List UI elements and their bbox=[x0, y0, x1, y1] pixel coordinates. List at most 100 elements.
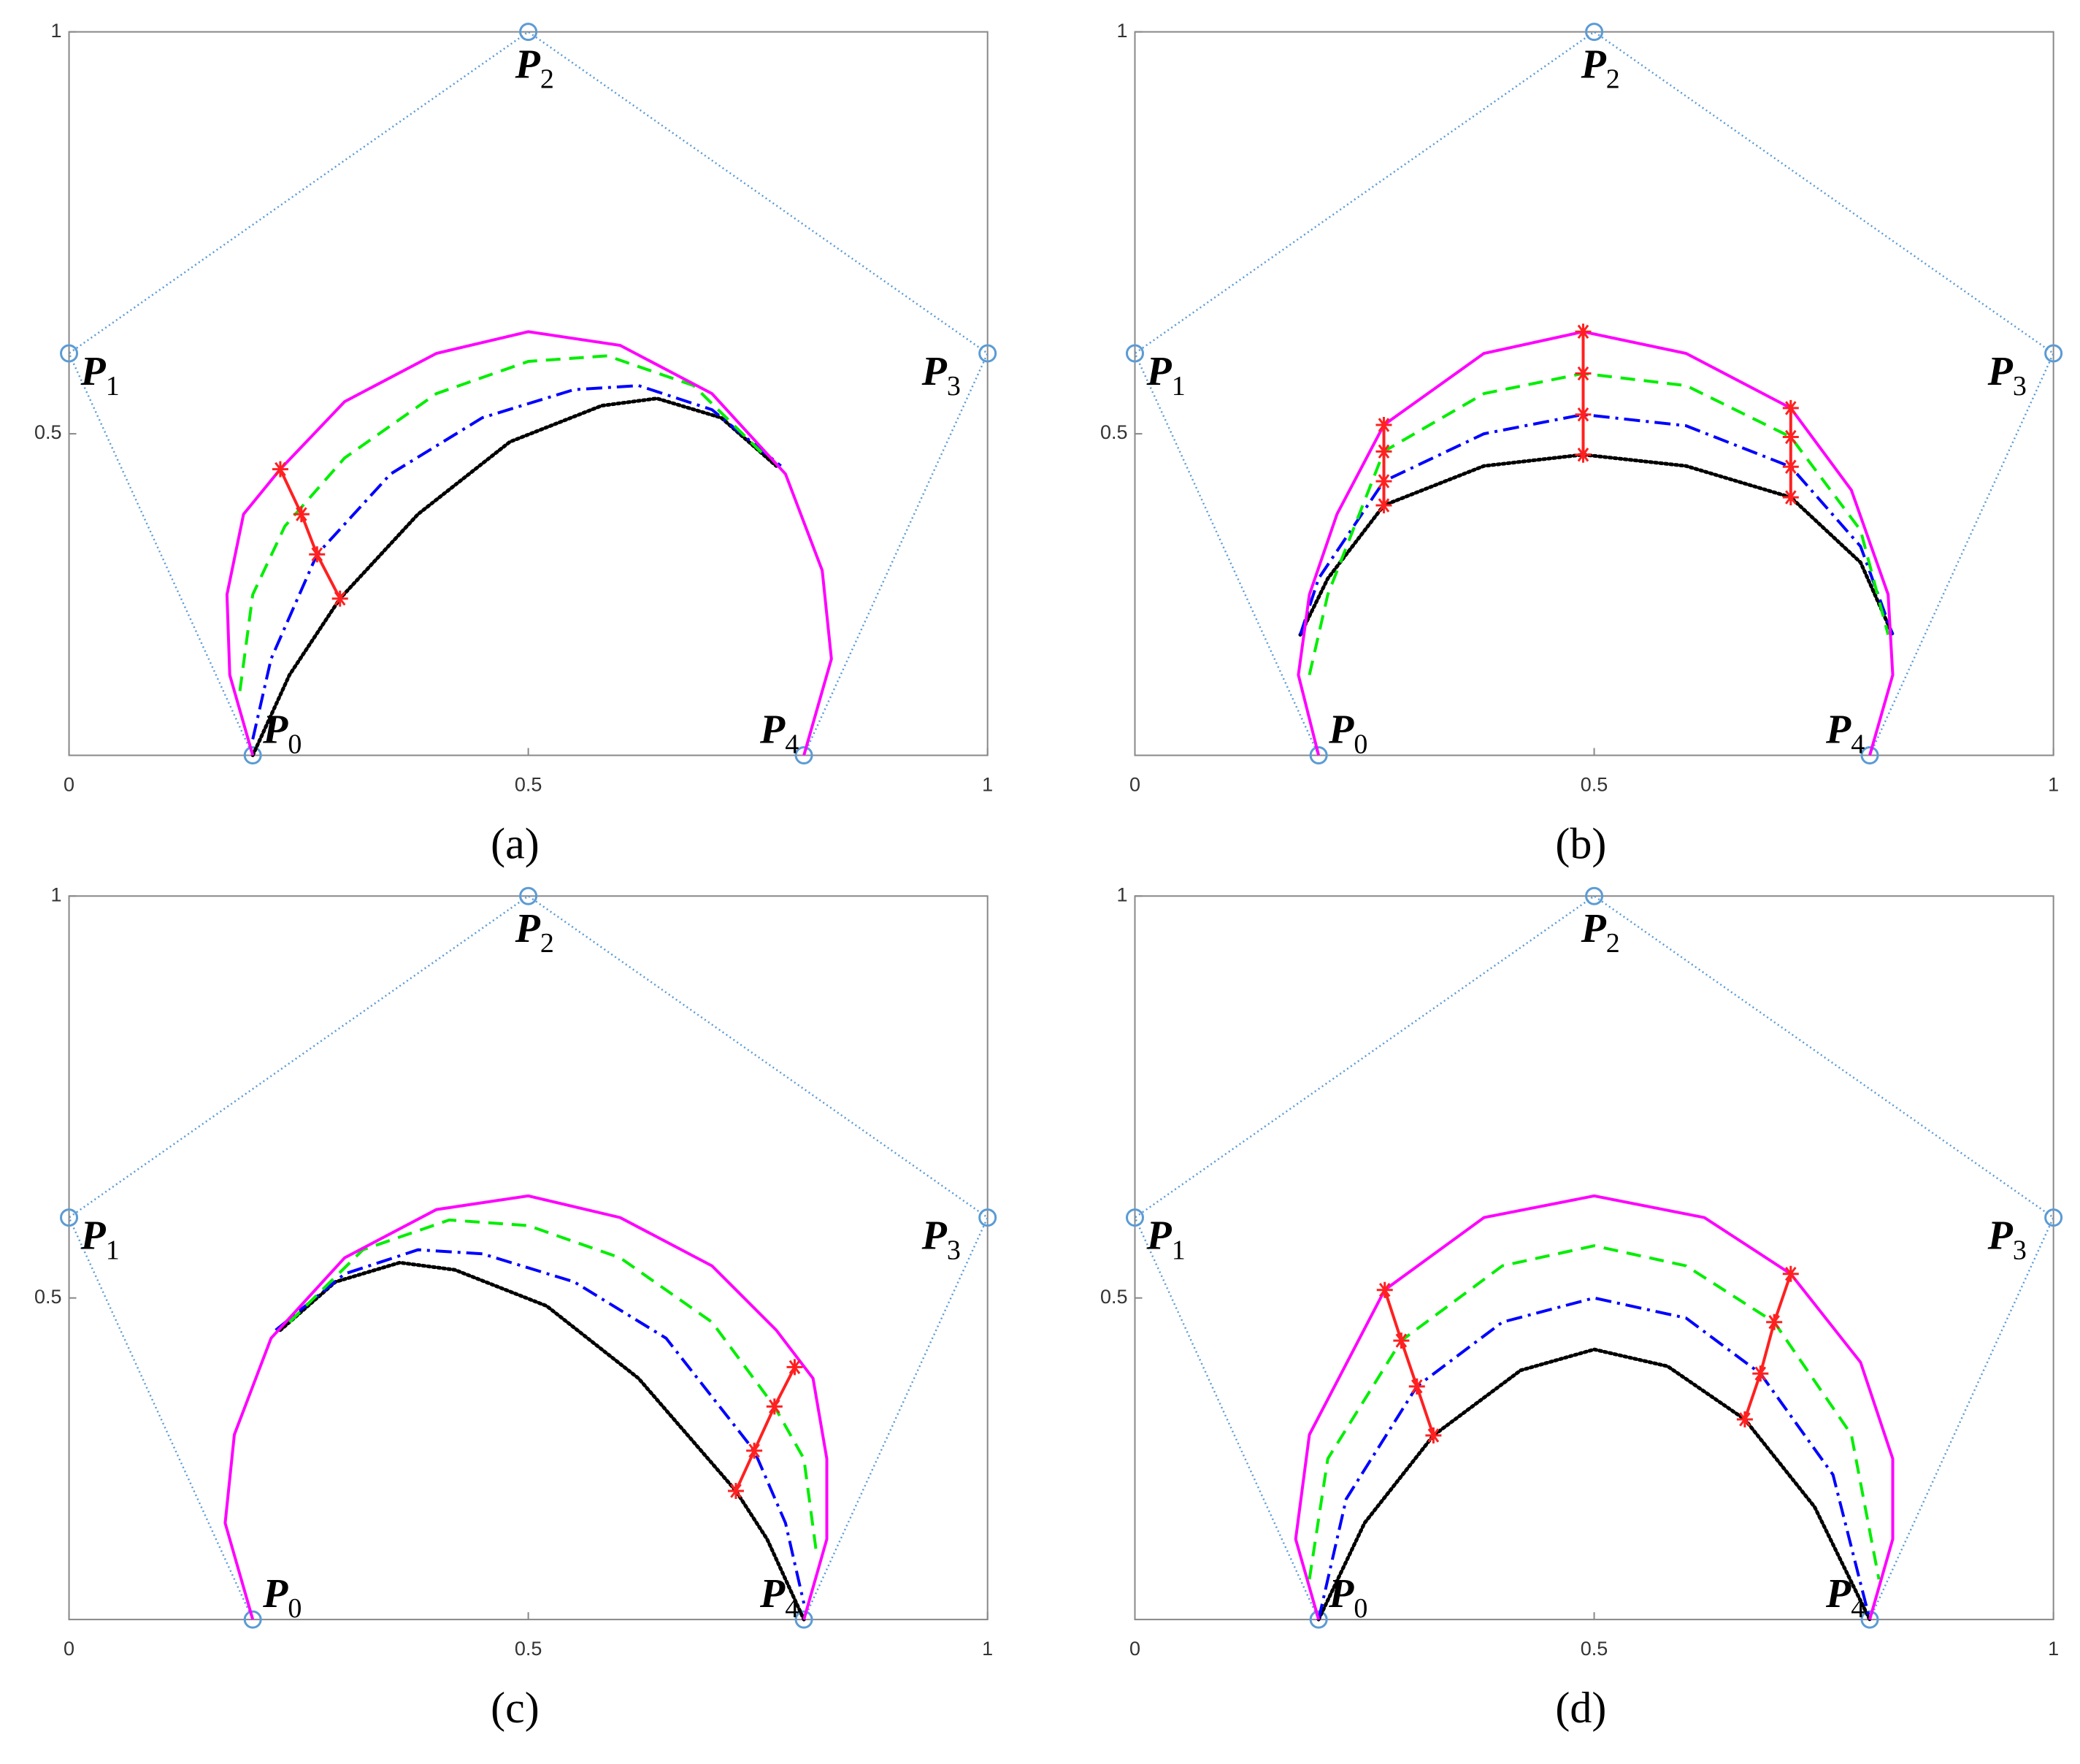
x-tick-label: 0 bbox=[1129, 774, 1140, 796]
point-label-letter: P bbox=[515, 42, 541, 87]
caption: (b) bbox=[1555, 820, 1606, 868]
x-tick-label: 1 bbox=[982, 774, 993, 796]
point-label-subscript: 4 bbox=[785, 729, 799, 759]
point-label: P2 bbox=[515, 906, 554, 959]
point-marker bbox=[1782, 1265, 1799, 1282]
point-label-subscript: 3 bbox=[2013, 1235, 2027, 1265]
point-label: P4 bbox=[1825, 707, 1865, 759]
control-point bbox=[1860, 1610, 1879, 1629]
control-point bbox=[1309, 1610, 1328, 1629]
point-label-subscript: 0 bbox=[1354, 1593, 1367, 1624]
curve bbox=[278, 1260, 806, 1622]
curve bbox=[1297, 330, 1895, 756]
point-marker bbox=[293, 506, 310, 523]
point-marker bbox=[746, 1442, 763, 1459]
point-label-subscript: 2 bbox=[1606, 64, 1620, 94]
control-polygon bbox=[67, 31, 989, 756]
point-marker bbox=[1782, 399, 1799, 416]
point-label-letter: P bbox=[1987, 349, 2014, 394]
control-point bbox=[243, 1610, 262, 1629]
y-tick-label: 1 bbox=[1116, 883, 1127, 905]
control-point bbox=[1585, 23, 1604, 42]
caption: (c) bbox=[491, 1684, 540, 1732]
control-point bbox=[794, 746, 813, 765]
point-marker bbox=[766, 1398, 783, 1415]
point-label: P3 bbox=[1987, 349, 2027, 402]
point-label-letter: P bbox=[1987, 1213, 2014, 1258]
y-tick-label: 1 bbox=[51, 20, 62, 42]
x-tick-label: 0.5 bbox=[515, 774, 542, 796]
x-tick-label: 0 bbox=[1129, 1638, 1140, 1660]
point-marker bbox=[1766, 1314, 1783, 1330]
y-tick-label: 0.5 bbox=[34, 421, 62, 443]
x-tick-label: 1 bbox=[2048, 774, 2059, 796]
control-point bbox=[2044, 1208, 2063, 1227]
point-label-subscript: 2 bbox=[1606, 928, 1620, 959]
point-label-letter: P bbox=[1328, 1571, 1354, 1617]
point-label-letter: P bbox=[759, 1571, 786, 1617]
curve bbox=[1743, 1273, 1792, 1420]
point-label-letter: P bbox=[921, 349, 948, 394]
point-label-letter: P bbox=[1145, 1213, 1172, 1258]
point-marker bbox=[1752, 1365, 1769, 1382]
curve bbox=[225, 330, 833, 756]
point-label-subscript: 1 bbox=[106, 371, 120, 402]
point-label: P2 bbox=[515, 42, 554, 94]
point-label: P0 bbox=[1328, 707, 1367, 759]
point-marker bbox=[1575, 365, 1592, 382]
point-marker bbox=[1408, 1378, 1425, 1395]
y-tick-label: 1 bbox=[1116, 20, 1127, 42]
point-marker bbox=[1375, 417, 1392, 434]
point-label-letter: P bbox=[1145, 349, 1172, 394]
point-label-subscript: 1 bbox=[1172, 1235, 1186, 1265]
point-label-letter: P bbox=[1581, 42, 1607, 87]
point-label: P4 bbox=[759, 707, 799, 759]
control-point bbox=[978, 344, 997, 363]
point-label-letter: P bbox=[262, 707, 288, 752]
point-label: P3 bbox=[1987, 1213, 2027, 1265]
y-tick-label: 0.5 bbox=[34, 1286, 62, 1308]
curve bbox=[1308, 372, 1890, 675]
point-label-subscript: 3 bbox=[947, 371, 961, 402]
point-label-subscript: 2 bbox=[540, 64, 554, 94]
curve bbox=[251, 384, 782, 740]
point-label: P3 bbox=[921, 349, 961, 402]
point-marker bbox=[1375, 497, 1392, 514]
curve bbox=[238, 354, 769, 691]
control-point bbox=[1125, 1208, 1144, 1227]
point-label-subscript: 3 bbox=[947, 1235, 961, 1265]
control-point bbox=[60, 344, 79, 363]
point-label-letter: P bbox=[1825, 1571, 1851, 1617]
control-polygon bbox=[67, 894, 989, 1620]
point-label: P1 bbox=[1145, 1213, 1185, 1265]
point-marker bbox=[1376, 1281, 1393, 1298]
x-tick-label: 0.5 bbox=[1581, 774, 1608, 796]
point-label: P4 bbox=[1825, 1571, 1865, 1624]
point-marker bbox=[331, 590, 348, 607]
point-marker bbox=[1375, 443, 1392, 460]
point-marker bbox=[1375, 473, 1392, 490]
curve bbox=[1317, 1296, 1871, 1620]
point-label: P1 bbox=[80, 349, 120, 402]
point-marker bbox=[1393, 1332, 1410, 1349]
point-label-letter: P bbox=[80, 349, 107, 394]
control-point bbox=[60, 1208, 79, 1227]
curve bbox=[734, 1366, 797, 1492]
axes-box bbox=[1134, 31, 2054, 756]
curve bbox=[250, 396, 778, 757]
control-point bbox=[1860, 746, 1879, 765]
point-marker bbox=[786, 1359, 803, 1376]
curve bbox=[1294, 1194, 1895, 1620]
x-tick-label: 0.5 bbox=[1581, 1638, 1608, 1660]
point-marker bbox=[1782, 459, 1799, 475]
axes-box bbox=[1134, 895, 2054, 1621]
y-tick-label: 0.5 bbox=[1100, 1286, 1128, 1308]
point-label: P0 bbox=[262, 707, 302, 759]
point-label-subscript: 0 bbox=[288, 729, 302, 759]
control-point bbox=[1309, 746, 1328, 765]
point-label-letter: P bbox=[1328, 707, 1354, 752]
control-point bbox=[794, 1610, 813, 1629]
point-label-subscript: 2 bbox=[540, 928, 554, 959]
